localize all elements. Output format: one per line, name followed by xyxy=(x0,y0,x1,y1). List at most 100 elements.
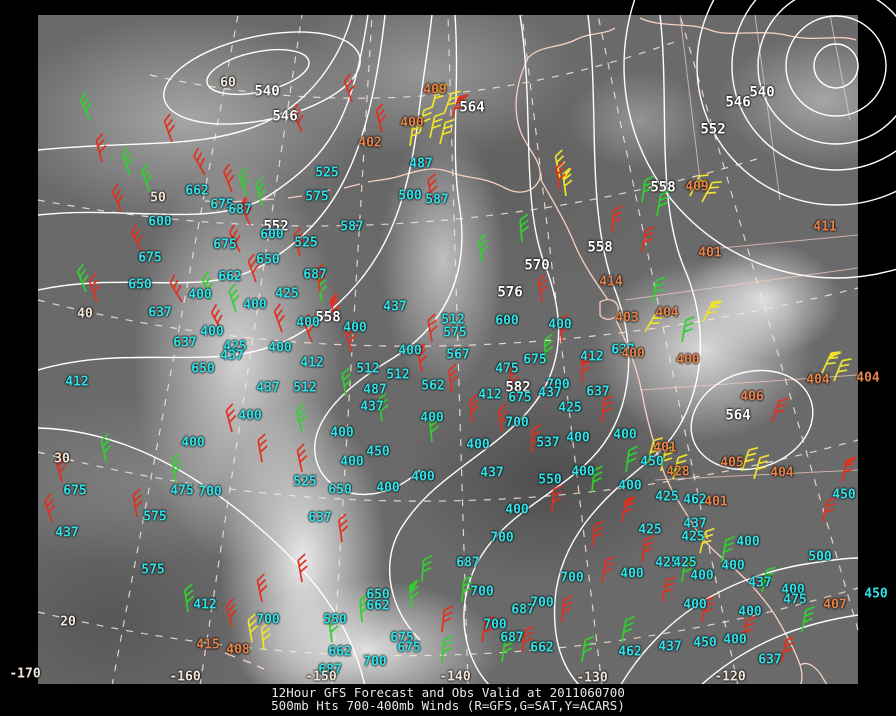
wind-barb xyxy=(721,536,735,563)
level-label: 687 xyxy=(318,662,342,678)
wind-barb xyxy=(171,453,182,483)
wind-barb xyxy=(641,226,655,253)
height-label: 540 xyxy=(254,83,280,100)
level-label: 575 xyxy=(141,562,165,578)
wind-barb xyxy=(641,175,655,203)
wind-barb xyxy=(469,393,480,423)
level-label: 512 xyxy=(441,312,465,328)
level-label: 425 xyxy=(638,522,662,538)
level-label: 450 xyxy=(832,487,856,503)
acars-label: 401 xyxy=(653,440,677,456)
level-label: 700 xyxy=(470,584,494,600)
level-label: 425 xyxy=(558,400,582,416)
wind-barb xyxy=(88,273,101,303)
wind-barb xyxy=(753,454,770,480)
height-label: 564 xyxy=(459,99,485,116)
level-label: 662 xyxy=(185,183,209,199)
wind-barb xyxy=(416,343,428,373)
height-contour-low xyxy=(785,15,887,117)
level-label: 412 xyxy=(193,597,217,613)
height-contour-low xyxy=(813,43,859,89)
level-label: 425 xyxy=(223,339,247,355)
level-label: 675 xyxy=(213,237,237,253)
wind-barb xyxy=(344,323,356,353)
level-label: 650 xyxy=(256,252,280,268)
level-label: 637 xyxy=(308,510,332,526)
wind-barb xyxy=(130,223,143,253)
latitude-line xyxy=(37,439,859,502)
level-label: 400 xyxy=(181,435,205,451)
level-label: 425 xyxy=(655,555,679,571)
wind-barb xyxy=(443,90,461,115)
level-label: 600 xyxy=(260,227,284,243)
height-label: 570 xyxy=(524,257,550,274)
level-label: 675 xyxy=(397,640,421,656)
acars-label: 402 xyxy=(358,135,382,151)
level-label: 487 xyxy=(363,382,387,398)
level-label: 700 xyxy=(490,530,514,546)
latitude-line xyxy=(37,157,761,227)
wind-barb xyxy=(681,316,695,343)
graticule-label: 30 xyxy=(54,451,70,467)
acars-label: 409 xyxy=(685,179,709,195)
level-label: 400 xyxy=(736,534,760,550)
wind-barb xyxy=(439,118,455,145)
land-grid-line xyxy=(639,374,859,391)
wind-barb xyxy=(441,635,453,663)
acars-label: 401 xyxy=(698,245,722,261)
wind-barb xyxy=(833,358,852,382)
graticule-label: -170 xyxy=(9,666,41,682)
level-label: 437 xyxy=(55,525,79,541)
height-contour xyxy=(388,14,560,641)
land-grid-line xyxy=(624,267,859,301)
wind-barb xyxy=(375,103,387,133)
wind-barb xyxy=(201,271,214,301)
wind-barb xyxy=(656,190,670,217)
wind-barb xyxy=(581,354,592,382)
acars-label: 404 xyxy=(806,372,830,388)
wind-barb xyxy=(701,596,715,623)
height-label: 546 xyxy=(272,108,298,125)
level-label: 675 xyxy=(508,390,532,406)
wind-barb xyxy=(581,635,595,663)
level-label: 562 xyxy=(421,378,445,394)
acars-label: 409 xyxy=(423,82,447,98)
acars-label: 404 xyxy=(856,370,880,386)
level-label: 425 xyxy=(275,286,299,302)
level-label: 637 xyxy=(758,652,782,668)
wind-barb xyxy=(551,484,563,513)
wind-barb xyxy=(543,333,554,363)
height-contour-low xyxy=(623,0,896,279)
coastline-alaska xyxy=(367,57,541,193)
level-label: 400 xyxy=(296,315,320,331)
level-label: 675 xyxy=(210,197,234,213)
wind-barb xyxy=(441,605,454,633)
latitude-line xyxy=(149,39,681,99)
height-contour xyxy=(690,369,814,471)
level-label: 650 xyxy=(366,587,390,603)
level-label: 550 xyxy=(323,612,347,628)
level-label: 487 xyxy=(409,156,433,172)
level-label: 662 xyxy=(530,640,554,656)
level-label: 550 xyxy=(538,472,562,488)
wind-barb xyxy=(295,403,307,433)
wind-barb xyxy=(601,556,615,583)
height-contour xyxy=(619,557,859,687)
level-label: 437 xyxy=(360,399,384,415)
level-label: 687 xyxy=(303,267,327,283)
wind-barb xyxy=(521,625,535,653)
level-label: 650 xyxy=(128,277,152,293)
wind-barb xyxy=(256,573,268,603)
level-label: 587 xyxy=(340,219,364,235)
acars-label: 428 xyxy=(666,464,690,480)
level-label: 462 xyxy=(618,644,642,660)
wind-barb xyxy=(293,227,305,257)
wind-barb xyxy=(328,613,339,643)
wind-barb xyxy=(801,606,815,633)
level-label: 437 xyxy=(256,380,280,396)
level-label: 437 xyxy=(748,575,772,591)
level-label: 412 xyxy=(300,355,324,371)
level-label: 500 xyxy=(808,549,832,565)
level-label: 537 xyxy=(536,435,560,451)
